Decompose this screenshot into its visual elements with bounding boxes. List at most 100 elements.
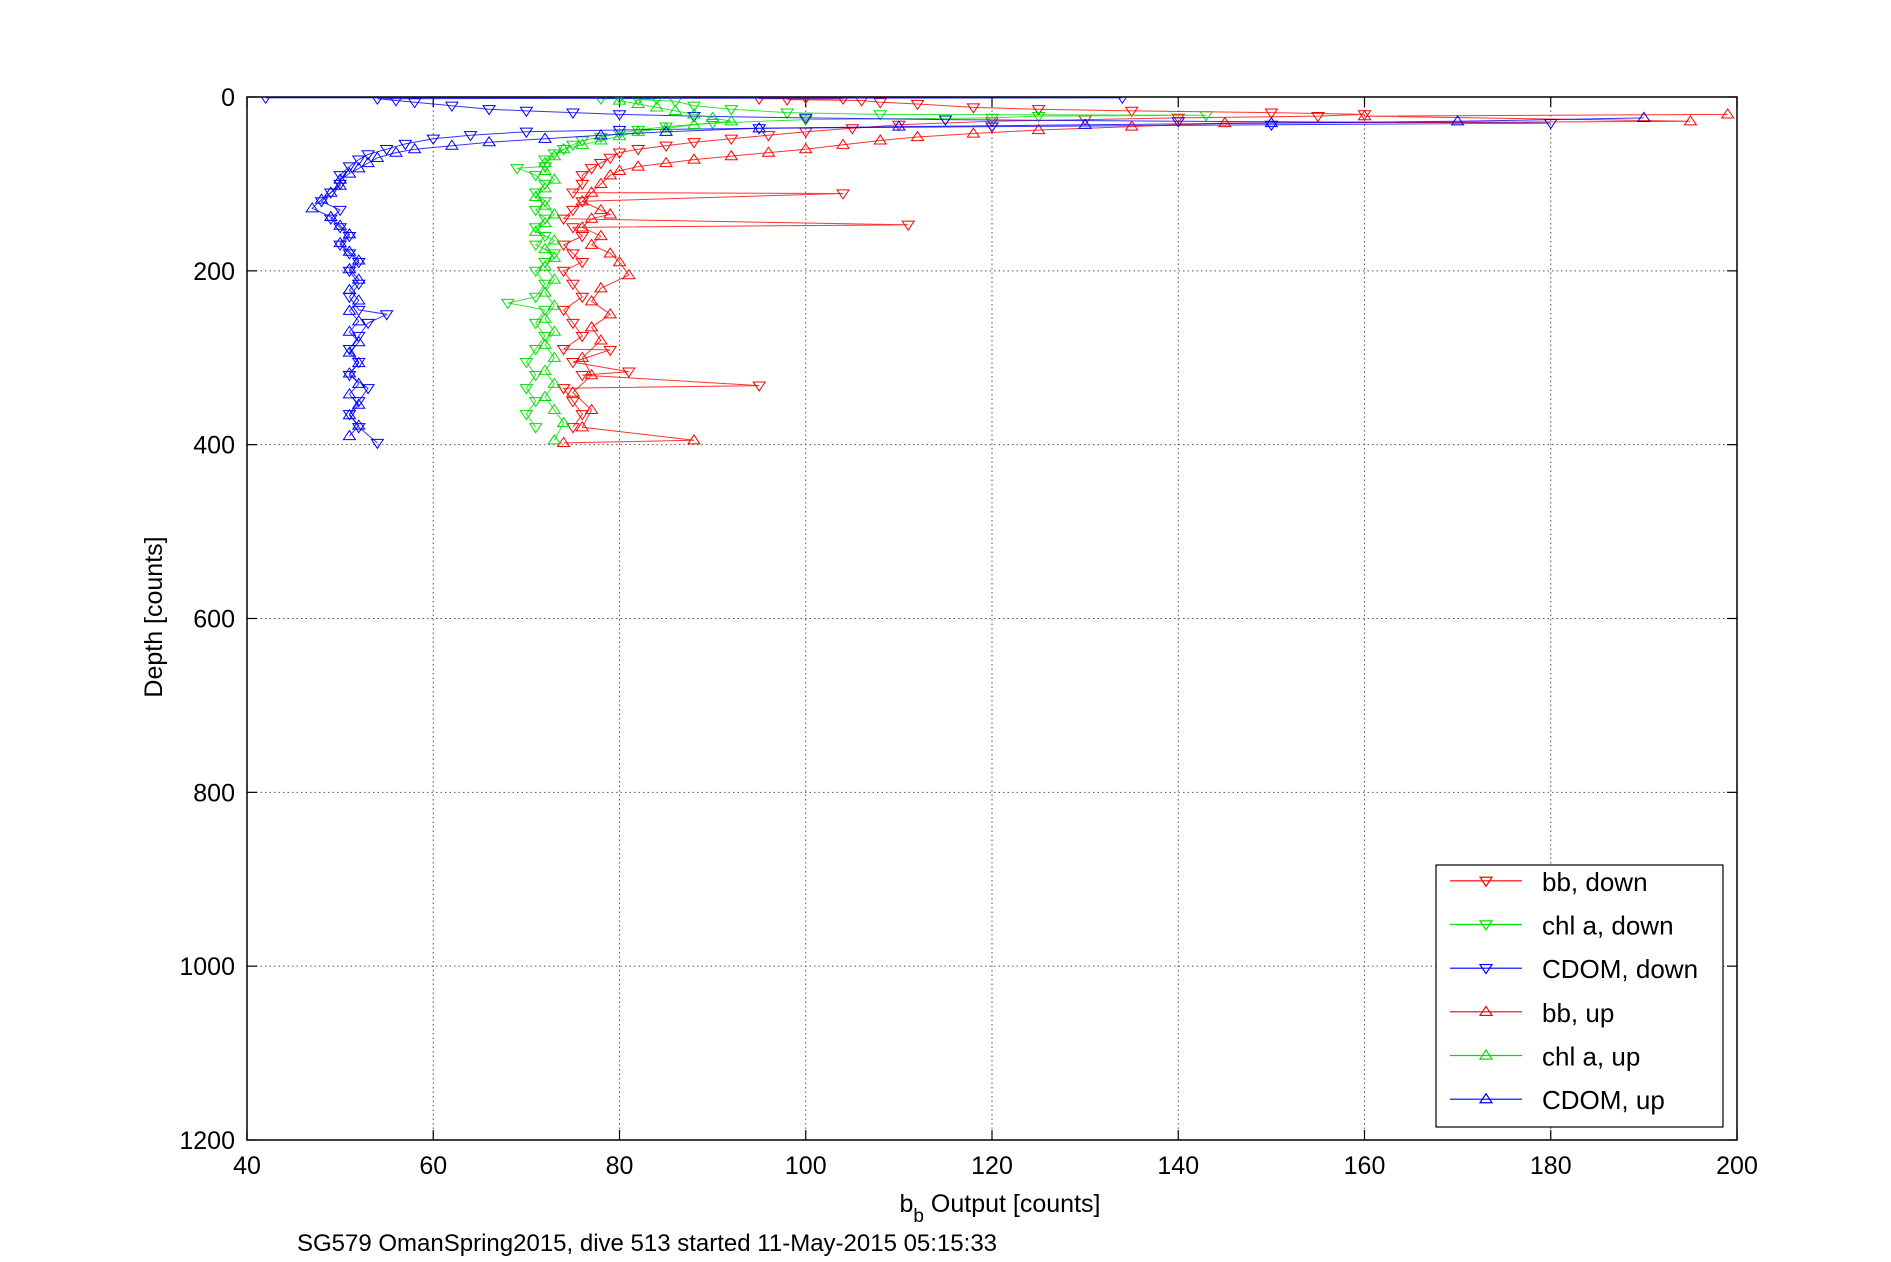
data-point: [1078, 118, 1093, 129]
data-point: [584, 238, 599, 249]
data-point: [528, 225, 543, 236]
data-point: [538, 338, 552, 349]
x-tick-label: 180: [1530, 1152, 1572, 1180]
data-point: [426, 134, 441, 146]
data-point: [547, 434, 562, 445]
data-point: [612, 125, 627, 137]
data-point: [333, 219, 348, 230]
data-point: [351, 294, 366, 305]
data-point: [370, 151, 385, 162]
data-point: [538, 260, 552, 271]
data-point: [342, 387, 357, 399]
data-point: [687, 112, 701, 123]
data-point: [351, 314, 366, 326]
x-tick-label: 80: [606, 1152, 634, 1180]
data-point: [603, 153, 618, 165]
series-cdom-up: [305, 111, 1651, 441]
data-point: [528, 292, 543, 304]
data-point: [687, 434, 701, 445]
data-point: [1171, 113, 1186, 125]
data-point: [566, 188, 580, 199]
data-point: [575, 138, 590, 149]
data-point: [752, 381, 767, 392]
legend-box: [1435, 864, 1724, 1128]
data-point: [901, 220, 916, 232]
data-point: [1217, 116, 1232, 128]
data-point: [538, 390, 552, 401]
data-point: [342, 408, 357, 420]
y-tick-label: 1200: [179, 1127, 235, 1155]
x-tick-label: 140: [1157, 1152, 1199, 1180]
data-point: [575, 351, 590, 362]
data-point: [575, 231, 590, 243]
data-point: [379, 145, 394, 156]
data-point: [593, 281, 608, 293]
data-point: [621, 367, 636, 378]
data-point: [528, 371, 543, 382]
data-point: [538, 286, 552, 297]
data-point: [342, 344, 357, 356]
legend-entry: bb, down: [1542, 867, 1648, 897]
data-point: [724, 105, 739, 116]
legend-entry: CDOM, up: [1542, 1085, 1665, 1115]
data-point: [556, 384, 571, 395]
data-point: [566, 249, 580, 260]
data-point: [603, 307, 618, 319]
data-point: [1264, 116, 1279, 128]
data-point: [260, 97, 271, 105]
data-point: [593, 134, 608, 145]
y-tick-label: 1000: [179, 953, 235, 981]
data-point: [361, 156, 375, 168]
legend-marker: [1478, 920, 1494, 931]
data-point: [528, 190, 543, 202]
data-point: [966, 103, 981, 114]
data-point: [538, 279, 552, 291]
series-chl-a-up: [528, 97, 739, 445]
data-point: [855, 97, 869, 107]
data-point: [342, 346, 357, 357]
data-point: [566, 357, 580, 369]
data-point: [351, 305, 366, 317]
legend-entry: chl a, up: [1542, 1042, 1640, 1072]
data-point: [687, 118, 701, 129]
data-point: [575, 371, 590, 382]
data-point: [593, 229, 608, 241]
data-point: [342, 367, 357, 378]
data-point: [1199, 111, 1214, 122]
data-point: [342, 283, 357, 295]
data-point: [351, 254, 366, 265]
data-point: [621, 268, 636, 280]
x-axis-label: bb Output [counts]: [900, 1190, 1101, 1227]
data-point: [407, 98, 422, 109]
data-point: [333, 179, 348, 190]
data-point: [780, 108, 795, 119]
data-point: [333, 171, 348, 182]
data-point: [538, 305, 552, 317]
data-point: [519, 106, 534, 118]
data-point: [528, 318, 543, 330]
data-point: [873, 110, 888, 121]
data-point: [342, 429, 357, 441]
data-point: [547, 234, 562, 245]
data-point: [575, 221, 590, 232]
data-point: [547, 149, 562, 161]
data-point: [482, 105, 497, 116]
data-point: [351, 161, 366, 173]
data-point: [687, 108, 701, 119]
y-tick-label: 200: [193, 258, 235, 286]
data-point: [528, 266, 543, 278]
data-point: [538, 312, 552, 323]
legend-marker: [1478, 1092, 1494, 1104]
series-line: [265, 97, 1551, 444]
data-point: [351, 419, 366, 430]
data-point: [1357, 109, 1372, 121]
data-point: [566, 205, 580, 217]
data-point: [781, 97, 794, 106]
data-point: [798, 115, 813, 126]
data-point: [584, 212, 599, 223]
y-tick-label: 400: [193, 432, 235, 460]
data-point: [1031, 123, 1046, 135]
data-point: [547, 351, 562, 362]
data-point: [593, 334, 608, 345]
